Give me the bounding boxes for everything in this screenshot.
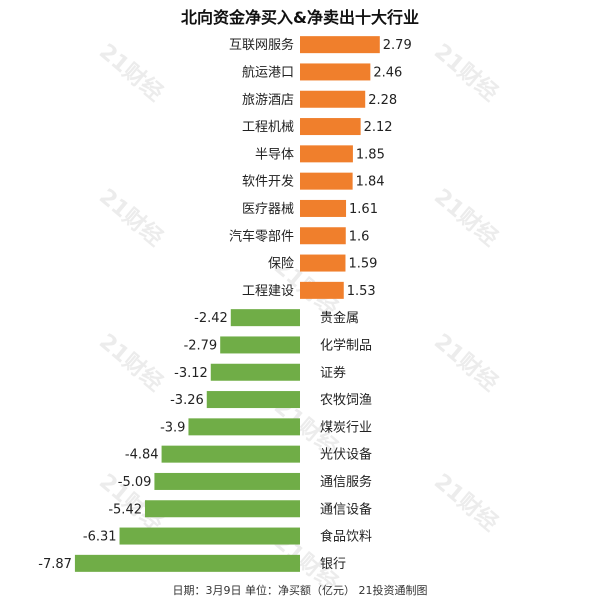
bar-1 xyxy=(300,63,371,81)
value-label: 2.46 xyxy=(373,65,402,80)
category-label: 化学制品 xyxy=(320,337,372,353)
bar-16 xyxy=(154,472,300,490)
value-label: 1.53 xyxy=(347,284,376,299)
category-label: 贵金属 xyxy=(320,310,359,326)
value-label: -3.9 xyxy=(160,420,185,435)
bar-13 xyxy=(206,391,300,409)
category-label: 互联网服务 xyxy=(229,37,294,53)
category-label: 软件开发 xyxy=(242,174,294,190)
bar-9 xyxy=(300,281,344,299)
bar-6 xyxy=(300,199,347,217)
chart-footer: 日期：3月9日 单位：净买额（亿元） 21投资通制图 xyxy=(172,584,428,597)
value-label: -2.42 xyxy=(194,311,228,326)
value-label: -5.42 xyxy=(108,502,142,517)
category-label: 银行 xyxy=(320,557,346,572)
value-label: -2.79 xyxy=(184,338,218,353)
value-label: 1.6 xyxy=(349,229,370,244)
value-label: -3.12 xyxy=(174,366,208,381)
category-label: 通信服务 xyxy=(320,474,372,490)
bar-5 xyxy=(300,172,353,190)
bar-12 xyxy=(210,363,300,381)
bar-15 xyxy=(161,445,300,463)
value-label: 1.61 xyxy=(349,202,378,217)
category-label: 证券 xyxy=(320,365,346,381)
category-label: 保险 xyxy=(268,257,294,272)
bar-2 xyxy=(300,90,366,108)
value-label: -3.26 xyxy=(170,393,204,408)
bar-14 xyxy=(188,418,300,436)
bar-11 xyxy=(220,336,300,354)
category-label: 航运港口 xyxy=(242,64,294,80)
bar-3 xyxy=(300,118,361,136)
category-label: 工程机械 xyxy=(242,120,294,135)
chart-title: 北向资金净买入&净卖出十大行业 xyxy=(181,8,419,27)
bar-18 xyxy=(119,527,300,545)
value-label: 1.85 xyxy=(356,147,385,162)
category-label: 汽车零部件 xyxy=(229,228,294,244)
bar-10 xyxy=(230,309,300,327)
category-label: 光伏设备 xyxy=(320,447,372,463)
bar-4 xyxy=(300,145,353,163)
value-label: 2.79 xyxy=(383,38,412,53)
category-label: 农牧饲渔 xyxy=(320,393,372,408)
value-label: 2.12 xyxy=(364,120,393,135)
category-label: 工程建设 xyxy=(242,284,294,299)
value-label: -4.84 xyxy=(125,448,159,463)
value-label: 1.84 xyxy=(356,175,385,190)
value-label: -5.09 xyxy=(118,475,152,490)
value-label: -7.87 xyxy=(38,557,72,572)
category-label: 食品饮料 xyxy=(320,529,372,545)
category-label: 通信设备 xyxy=(320,501,372,517)
bar-0 xyxy=(300,36,380,54)
category-label: 煤炭行业 xyxy=(320,420,372,435)
bar-17 xyxy=(144,500,300,518)
bar-8 xyxy=(300,254,346,272)
category-label: 旅游酒店 xyxy=(242,93,294,108)
value-label: -6.31 xyxy=(83,530,117,545)
category-label: 半导体 xyxy=(255,147,294,162)
bar-19 xyxy=(74,554,300,572)
bar-7 xyxy=(300,227,346,245)
category-label: 医疗器械 xyxy=(242,202,294,217)
value-label: 2.28 xyxy=(368,93,397,108)
value-label: 1.59 xyxy=(348,257,377,272)
